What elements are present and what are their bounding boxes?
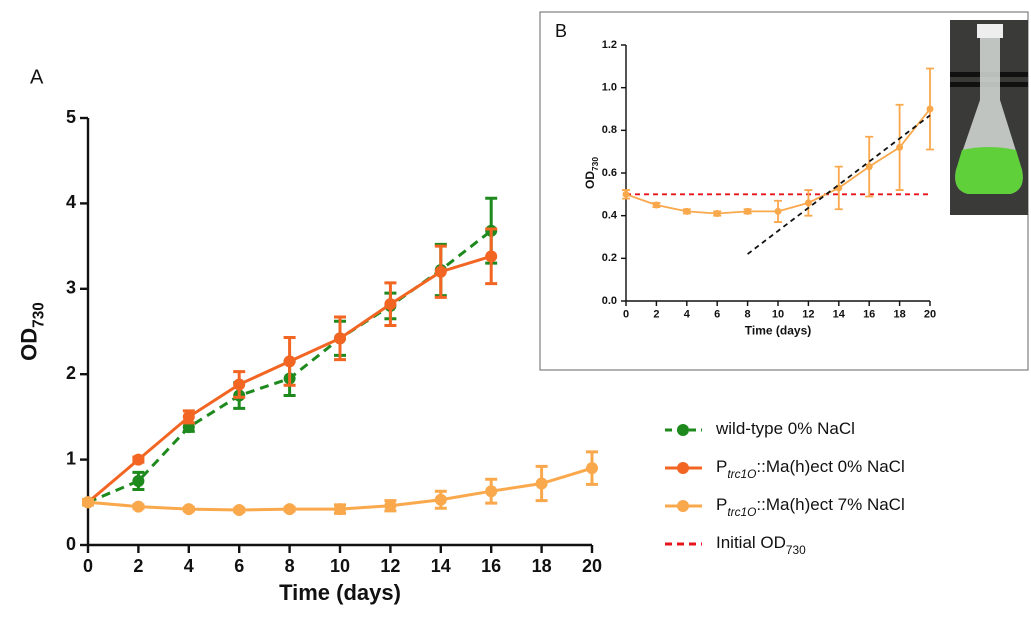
x-tick-label: 16 <box>481 556 501 576</box>
y-tick-label: 2 <box>66 363 76 383</box>
y-tick-label: 0.2 <box>602 252 617 264</box>
text-part: Initial OD <box>716 533 786 552</box>
text-part: OD <box>583 171 597 189</box>
data-point <box>434 493 447 506</box>
data-point <box>804 199 812 207</box>
flask-photo <box>950 20 1028 215</box>
text-part: 730 <box>30 302 47 328</box>
y-tick-label: 3 <box>66 278 76 298</box>
legend-marker <box>677 500 689 512</box>
trend-line <box>747 114 931 255</box>
data-point <box>182 410 195 423</box>
data-point <box>485 485 498 498</box>
y-tick-label: 5 <box>66 107 76 127</box>
data-point <box>132 500 145 513</box>
data-point <box>896 143 904 151</box>
data-point <box>82 496 94 509</box>
x-tick-label: 8 <box>285 556 295 576</box>
x-tick-label: 4 <box>184 556 194 576</box>
x-tick-label: 18 <box>893 309 905 321</box>
y-tick-label: 0.8 <box>602 124 617 136</box>
data-point <box>182 503 195 516</box>
x-tick-label: 20 <box>924 309 936 321</box>
data-point <box>535 477 548 490</box>
text-part: ::Ma(h)ect 7% NaCl <box>756 495 904 514</box>
data-point <box>283 355 296 368</box>
x-tick-label: 0 <box>623 309 629 321</box>
data-point <box>384 499 397 512</box>
text-part: wild-type 0% NaCl <box>715 419 855 438</box>
text-part: 730 <box>786 543 806 557</box>
data-point <box>744 207 752 215</box>
x-axis-label: Time (days) <box>745 323 811 337</box>
data-point <box>434 265 447 278</box>
data-point <box>485 250 498 263</box>
y-tick-label: 0.4 <box>602 210 618 222</box>
data-point <box>132 453 145 466</box>
x-tick-label: 4 <box>684 309 691 321</box>
data-point <box>233 378 246 391</box>
x-tick-label: 12 <box>380 556 400 576</box>
data-point <box>683 207 691 215</box>
legend-marker <box>677 462 689 474</box>
data-point <box>652 201 660 209</box>
x-tick-label: 8 <box>745 309 751 321</box>
data-point <box>233 503 246 516</box>
x-tick-label: 0 <box>83 556 93 576</box>
y-axis-label: OD730 <box>16 302 47 361</box>
text-part: trc1O <box>727 505 756 519</box>
data-point <box>283 503 296 516</box>
x-tick-label: 18 <box>532 556 552 576</box>
x-tick-label: 14 <box>431 556 451 576</box>
text-part: ::Ma(h)ect 0% NaCl <box>756 457 904 476</box>
panel-label: A <box>30 66 44 88</box>
x-tick-label: 2 <box>653 309 659 321</box>
x-tick-label: 14 <box>833 309 846 321</box>
y-tick-label: 1.2 <box>602 39 617 51</box>
legend-label: Initial OD730 <box>716 533 806 557</box>
y-tick-label: 0 <box>66 534 76 554</box>
x-axis-label: Time (days) <box>279 580 401 605</box>
y-tick-label: 0.0 <box>602 295 617 307</box>
data-point <box>132 474 145 487</box>
legend-label: Ptrc1O::Ma(h)ect 0% NaCl <box>716 457 905 481</box>
legend-marker <box>677 424 689 436</box>
text-part: trc1O <box>727 467 756 481</box>
y-axis-label: OD730 <box>583 157 600 189</box>
data-point <box>334 332 346 345</box>
data-point <box>865 163 873 171</box>
data-point <box>926 105 934 113</box>
text-part: P <box>716 495 727 514</box>
x-tick-label: 16 <box>863 309 875 321</box>
legend-label: wild-type 0% NaCl <box>715 419 855 438</box>
y-tick-label: 1.0 <box>602 82 617 94</box>
series-line <box>625 108 931 215</box>
data-point <box>774 207 782 215</box>
data-point <box>586 462 598 475</box>
x-tick-label: 10 <box>330 556 350 576</box>
x-tick-label: 10 <box>772 309 784 321</box>
text-part: OD <box>16 328 41 361</box>
panel-label: B <box>555 21 567 41</box>
x-tick-label: 12 <box>802 309 814 321</box>
x-tick-label: 2 <box>133 556 143 576</box>
x-tick-label: 6 <box>234 556 244 576</box>
x-tick-label: 20 <box>582 556 602 576</box>
legend-label: Ptrc1O::Ma(h)ect 7% NaCl <box>716 495 905 519</box>
data-point <box>713 210 721 218</box>
y-tick-label: 4 <box>66 192 76 212</box>
text-part: 730 <box>590 157 600 171</box>
text-part: P <box>716 457 727 476</box>
x-tick-label: 6 <box>714 309 720 321</box>
y-tick-label: 1 <box>66 448 76 468</box>
data-point <box>384 298 397 311</box>
y-tick-label: 0.6 <box>602 167 617 179</box>
data-point <box>622 190 630 198</box>
data-point <box>334 503 346 516</box>
